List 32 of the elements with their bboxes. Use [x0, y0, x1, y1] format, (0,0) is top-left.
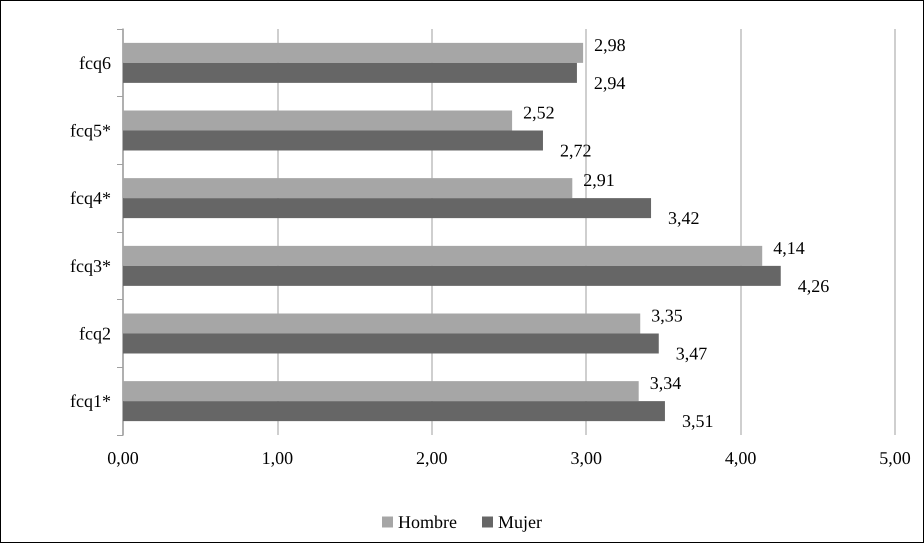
- data-label: 2,72: [560, 140, 592, 160]
- y-tick-label: fcq6: [79, 52, 111, 73]
- x-tick-label: 5,00: [879, 448, 911, 468]
- legend-label: Mujer: [498, 512, 542, 532]
- bar: [123, 130, 543, 150]
- y-tick-label: fcq1*: [70, 391, 111, 412]
- data-label: 2,91: [583, 170, 615, 190]
- data-label: 4,26: [798, 276, 830, 296]
- x-tick-label: 4,00: [724, 448, 756, 468]
- data-label: 4,14: [773, 238, 805, 258]
- y-tick-label: fcq2: [79, 324, 111, 344]
- data-label: 3,35: [651, 306, 683, 326]
- x-tick-label: 3,00: [570, 448, 602, 468]
- data-label: 2,98: [594, 34, 626, 55]
- y-tick-label: fcq5*: [70, 120, 111, 140]
- bar: [123, 334, 659, 354]
- data-label: 3,47: [676, 344, 708, 364]
- data-label: 3,51: [682, 411, 714, 432]
- data-label: 2,52: [523, 102, 555, 122]
- bar: [123, 266, 781, 286]
- data-label: 2,94: [594, 72, 626, 93]
- x-tick-label: 0,00: [107, 448, 139, 468]
- bar: [123, 198, 652, 218]
- y-tick-label: fcq4*: [70, 188, 111, 208]
- data-label: 3,42: [668, 208, 700, 228]
- x-tick-label: 2,00: [416, 448, 448, 468]
- legend-label: Hombre: [398, 512, 458, 532]
- x-tick-label: 1,00: [262, 448, 294, 468]
- y-tick-label: fcq3*: [70, 256, 111, 276]
- bar: [123, 62, 577, 83]
- bar: [123, 401, 665, 422]
- data-label: 3,34: [650, 373, 682, 394]
